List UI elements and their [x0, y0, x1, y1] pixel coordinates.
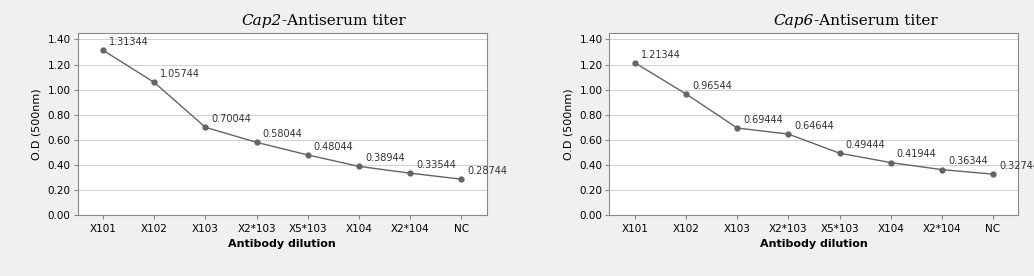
Text: 0.33544: 0.33544: [416, 160, 456, 170]
Text: 0.36344: 0.36344: [948, 156, 987, 166]
Y-axis label: O.D (500nm): O.D (500nm): [564, 88, 574, 160]
Text: Cap2: Cap2: [242, 14, 282, 28]
Text: 1.05744: 1.05744: [160, 69, 201, 79]
Text: -Antiserum titer: -Antiserum titer: [814, 14, 938, 28]
Text: 0.28744: 0.28744: [467, 166, 508, 176]
Text: 0.38944: 0.38944: [365, 153, 404, 163]
Text: 1.31344: 1.31344: [110, 37, 149, 47]
X-axis label: Antibody dilution: Antibody dilution: [229, 239, 336, 249]
Text: 0.69444: 0.69444: [743, 115, 783, 125]
Y-axis label: O.D (500nm): O.D (500nm): [32, 88, 42, 160]
X-axis label: Antibody dilution: Antibody dilution: [760, 239, 868, 249]
Text: 0.58044: 0.58044: [263, 129, 303, 139]
Text: 0.32744: 0.32744: [999, 161, 1034, 171]
Text: Cap6: Cap6: [773, 14, 814, 28]
Text: 1.21344: 1.21344: [641, 50, 681, 60]
Text: 0.96544: 0.96544: [692, 81, 732, 91]
Text: 0.48044: 0.48044: [313, 142, 354, 152]
Text: 0.41944: 0.41944: [896, 149, 937, 160]
Text: -Antiserum titer: -Antiserum titer: [282, 14, 406, 28]
Text: 0.49444: 0.49444: [846, 140, 885, 150]
Text: 0.70044: 0.70044: [212, 114, 251, 124]
Text: 0.64644: 0.64644: [794, 121, 834, 131]
